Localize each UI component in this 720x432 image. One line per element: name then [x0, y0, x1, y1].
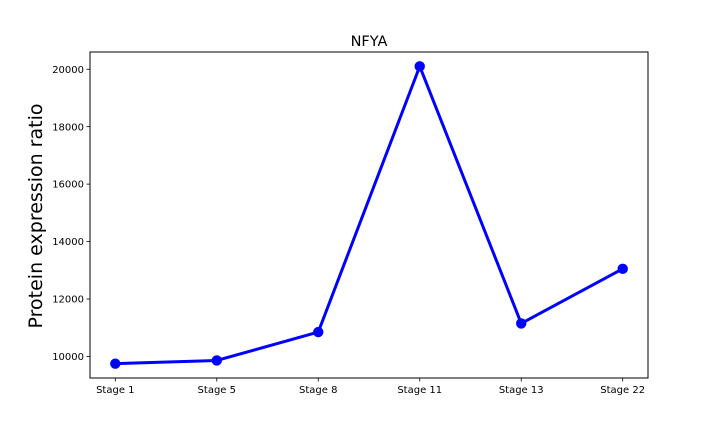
x-tick-label: Stage 11 — [397, 385, 442, 396]
series-layer — [110, 61, 628, 369]
plot-area-frame — [89, 51, 649, 379]
y-tick-label: 18000 — [52, 122, 84, 133]
y-tick-label: 20000 — [52, 65, 84, 76]
data-point — [313, 326, 324, 338]
data-point — [110, 358, 121, 369]
y-tick-label: 12000 — [52, 295, 84, 306]
data-point — [414, 61, 425, 72]
x-tick-label: Stage 5 — [198, 385, 236, 396]
y-tick-label: 14000 — [52, 237, 84, 248]
data-point — [211, 355, 222, 366]
x-tick-label: Stage 13 — [499, 385, 544, 396]
data-point — [617, 263, 628, 275]
x-tick-label: Stage 22 — [600, 385, 645, 396]
y-tick-label: 16000 — [52, 180, 84, 191]
y-axis-label: Protein expression ratio — [25, 104, 47, 329]
y-axis: 10000 12000 14000 16000 18000 20000 — [52, 65, 90, 363]
x-axis: Stage 1 Stage 5 Stage 8 Stage 11 Stage 13 Sta… — [96, 378, 645, 396]
data-point — [516, 318, 527, 329]
y-tick-label: 10000 — [52, 352, 84, 363]
series-line — [113, 64, 625, 366]
x-tick-label: Stage 1 — [96, 385, 134, 396]
x-tick-label: Stage 8 — [299, 385, 337, 396]
chart-title: NFYA — [351, 34, 388, 50]
